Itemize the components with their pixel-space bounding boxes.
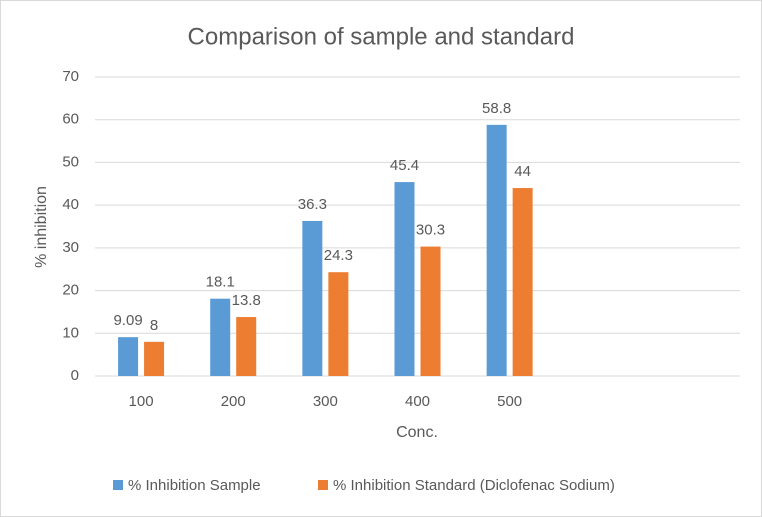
- chart-title: Comparison of sample and standard: [188, 23, 575, 50]
- bar: [394, 182, 415, 376]
- data-label: 8: [150, 317, 158, 334]
- legend-swatch: [113, 480, 123, 490]
- bar: [486, 124, 507, 376]
- legend-label: % Inhibition Sample: [128, 477, 261, 494]
- data-label: 13.8: [232, 292, 261, 309]
- data-label: 44: [514, 163, 531, 180]
- y-axis-title: % inhibition: [33, 186, 50, 268]
- data-label: 24.3: [324, 247, 353, 264]
- y-tick-label: 20: [62, 282, 79, 299]
- bar: [328, 272, 349, 376]
- legend-label: % Inhibition Standard (Diclofenac Sodium…: [333, 477, 615, 494]
- data-label: 36.3: [298, 196, 327, 213]
- data-label: 18.1: [206, 274, 235, 291]
- y-tick-label: 30: [62, 239, 79, 256]
- bar: [420, 246, 441, 376]
- bar: [210, 298, 231, 376]
- y-tick-label: 70: [62, 68, 79, 85]
- bar: [302, 220, 323, 376]
- bar: [144, 341, 165, 376]
- legend-swatch: [318, 480, 328, 490]
- data-label: 30.3: [416, 222, 445, 239]
- data-label: 45.4: [390, 157, 419, 174]
- y-tick-label: 0: [71, 367, 79, 384]
- x-axis-title: Conc.: [396, 424, 438, 441]
- x-tick-label: 200: [221, 393, 246, 410]
- y-tick-label: 50: [62, 153, 79, 170]
- y-tick-label: 40: [62, 196, 79, 213]
- data-label: 9.09: [113, 312, 142, 329]
- y-tick-label: 10: [62, 324, 79, 341]
- data-label: 58.8: [482, 100, 511, 117]
- x-tick-label: 300: [313, 393, 338, 410]
- x-tick-label: 100: [129, 393, 154, 410]
- x-tick-label: 500: [497, 393, 522, 410]
- bar: [118, 337, 139, 376]
- bar: [512, 188, 533, 376]
- bar: [236, 317, 257, 376]
- y-tick-label: 60: [62, 111, 79, 128]
- x-tick-label: 400: [405, 393, 430, 410]
